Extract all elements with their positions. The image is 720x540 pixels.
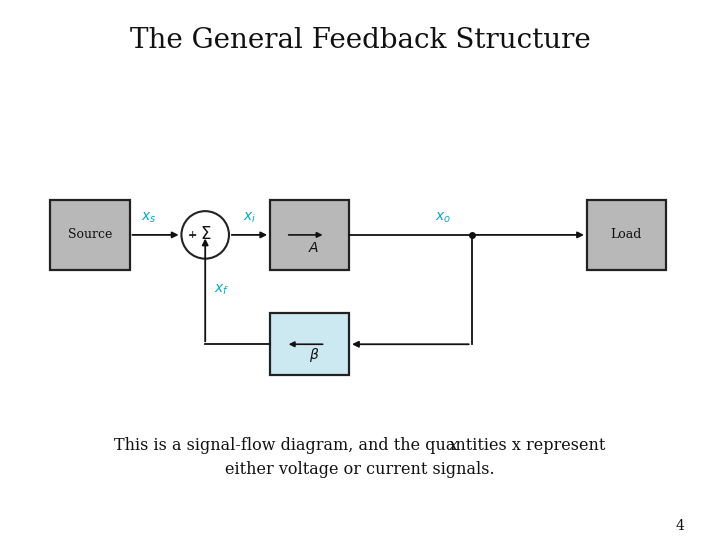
Text: $\beta$: $\beta$ [309,347,319,364]
Bar [270,200,349,270]
Text: $x_o$: $x_o$ [435,211,451,225]
Bar [270,313,349,375]
Text: $x_f$: $x_f$ [214,283,229,297]
Text: Load: Load [611,228,642,241]
Bar [50,200,130,270]
Text: $x_i$: $x_i$ [243,211,256,225]
Bar [587,200,666,270]
Text: −: − [187,231,197,241]
Text: This is a signal-flow diagram, and the quantities x represent: This is a signal-flow diagram, and the q… [114,437,606,454]
Text: +: + [187,230,197,240]
Text: $x_s$: $x_s$ [140,211,156,225]
Text: $A$: $A$ [308,240,320,254]
Text: The General Feedback Structure: The General Feedback Structure [130,27,590,54]
Text: Source: Source [68,228,112,241]
Ellipse shape [181,211,229,259]
Text: $\Sigma$: $\Sigma$ [199,226,211,244]
Text: either voltage or current signals.: either voltage or current signals. [225,461,495,478]
Text: x: x [449,437,458,454]
Text: 4: 4 [676,519,685,534]
